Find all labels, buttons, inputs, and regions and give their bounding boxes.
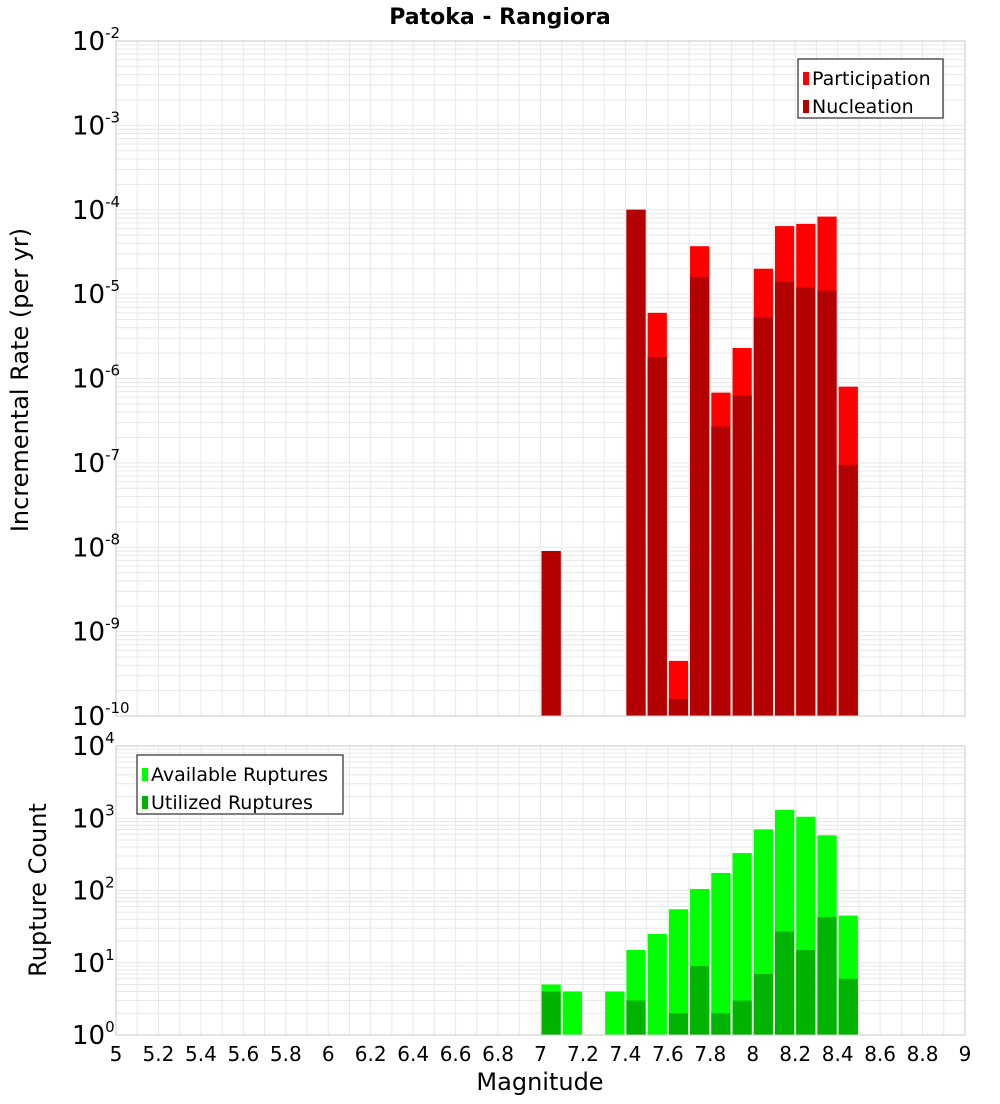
- x-tick-label: 5.8: [270, 1042, 302, 1066]
- bottom-y-tick-label: 100: [72, 1018, 115, 1051]
- top-legend-box: [797, 58, 944, 119]
- top-bar-nucleation: [774, 281, 795, 716]
- x-tick-label: 6.2: [355, 1042, 387, 1066]
- bottom-y-tick-label: 102: [72, 874, 115, 907]
- bottom-legend: Available Ruptures Utilized Ruptures: [136, 754, 344, 815]
- bottom-legend-label: Available Ruptures: [151, 764, 328, 786]
- x-tick-labels: 5 5.2 5.4 5.6 5.8 6 6.2 6.4 6.6 6.8 7 7.2 7.4 7.6 7.8 8…: [110, 1042, 972, 1066]
- x-tick-label: 8.6: [864, 1042, 896, 1066]
- top-y-tick-label: 10-4: [72, 193, 120, 226]
- x-tick-label: 7.4: [609, 1042, 641, 1066]
- top-grid: [115, 41, 966, 717]
- top-y-tick-label: 10-5: [72, 277, 120, 310]
- top-bar-nucleation: [753, 317, 773, 716]
- bottom-bar-available-ruptures: [647, 933, 667, 1035]
- x-tick-label: 5.6: [227, 1042, 259, 1066]
- bottom-y-tick-label: 103: [72, 801, 115, 834]
- x-tick-label: 5.4: [185, 1042, 217, 1066]
- bottom-bar-utilized-ruptures: [668, 1013, 689, 1035]
- top-bar-nucleation: [817, 290, 837, 716]
- x-tick-label: 7.6: [652, 1042, 684, 1066]
- bottom-bar-available-ruptures: [605, 991, 625, 1035]
- top-bar-nucleation: [796, 287, 816, 716]
- x-tick-label: 6.8: [482, 1042, 514, 1066]
- x-axis-label: Magnitude: [476, 1068, 603, 1096]
- top-y-tick-label: 10-10: [72, 699, 130, 732]
- top-y-axis-label: Incremental Rate (per yr): [6, 228, 34, 532]
- top-legend-label: Participation: [812, 68, 931, 90]
- chart-title: Patoka - Rangiora: [389, 5, 610, 30]
- bottom-bar-available-ruptures: [668, 909, 689, 1035]
- bottom-bar-utilized-ruptures: [732, 1000, 752, 1035]
- bottom-frame: [115, 745, 966, 1036]
- top-legend-swatch: [803, 100, 809, 113]
- x-tick-label: 6.4: [397, 1042, 429, 1066]
- bottom-series-front: [541, 916, 858, 1035]
- x-tick-label: 7: [534, 1042, 547, 1066]
- top-frame: [115, 40, 966, 717]
- bottom-legend-label: Utilized Ruptures: [151, 792, 313, 814]
- top-bar-nucleation: [711, 426, 731, 716]
- bottom-bar-utilized-ruptures: [690, 966, 710, 1035]
- bottom-y-axis-label: Rupture Count: [24, 803, 52, 977]
- bottom-legend-box: [136, 754, 344, 815]
- x-tick-label: 7.8: [694, 1042, 726, 1066]
- bottom-bar-utilized-ruptures: [838, 978, 858, 1035]
- bottom-y-tick-label: 104: [72, 729, 115, 762]
- top-bar-nucleation: [626, 209, 646, 716]
- bottom-bar-utilized-ruptures: [753, 973, 773, 1035]
- top-bar-nucleation: [647, 356, 667, 716]
- bottom-bar-available-ruptures: [732, 853, 752, 1035]
- bottom-y-tick-label: 101: [72, 946, 115, 979]
- x-tick-label: 6.6: [440, 1042, 472, 1066]
- bottom-bar-utilized-ruptures: [541, 991, 561, 1035]
- top-y-tick-label: 10-2: [72, 24, 120, 57]
- top-y-tick-label: 10-8: [72, 530, 120, 563]
- bottom-bar-utilized-ruptures: [711, 1013, 731, 1035]
- bottom-bar-available-ruptures: [711, 872, 731, 1035]
- top-legend: Participation Nucleation: [797, 58, 944, 119]
- x-tick-label: 8.4: [822, 1042, 854, 1066]
- top-y-tick-label: 10-6: [72, 362, 120, 395]
- x-tick-label: 8.2: [779, 1042, 811, 1066]
- top-bar-nucleation: [838, 464, 858, 716]
- top-y-tick-label: 10-9: [72, 615, 120, 648]
- x-tick-label: 7.2: [567, 1042, 599, 1066]
- top-bar-nucleation: [668, 698, 689, 716]
- top-panel: 10-10 10-9 10-8 10-7 10-6 10-5 10-4 10-3 10-2 Par…: [72, 24, 966, 732]
- top-bar-nucleation: [690, 276, 710, 716]
- x-tick-label: 6: [322, 1042, 335, 1066]
- x-tick-label: 9: [959, 1042, 972, 1066]
- bottom-legend-swatch: [142, 768, 148, 781]
- bottom-bar-utilized-ruptures: [626, 1000, 646, 1035]
- x-tick-label: 8.8: [907, 1042, 939, 1066]
- bottom-panel: 100 101 102 103 104 Available Ruptures Utilize…: [72, 729, 966, 1051]
- x-tick-label: 8: [746, 1042, 759, 1066]
- x-tick-label: 5.2: [143, 1042, 175, 1066]
- top-series-front: [541, 209, 858, 716]
- x-tick-label: 5: [110, 1042, 123, 1066]
- bottom-bar-utilized-ruptures: [817, 916, 837, 1035]
- bottom-bar-utilized-ruptures: [796, 950, 816, 1035]
- top-legend-label: Nucleation: [812, 96, 914, 118]
- top-bar-nucleation: [732, 395, 752, 716]
- bottom-bar-utilized-ruptures: [774, 931, 795, 1035]
- top-bar-nucleation: [541, 551, 561, 716]
- top-y-tick-label: 10-7: [72, 446, 120, 479]
- bottom-legend-swatch: [142, 796, 148, 809]
- top-legend-swatch: [803, 72, 809, 85]
- top-y-tick-label: 10-3: [72, 108, 120, 141]
- bottom-bar-available-ruptures: [562, 991, 582, 1035]
